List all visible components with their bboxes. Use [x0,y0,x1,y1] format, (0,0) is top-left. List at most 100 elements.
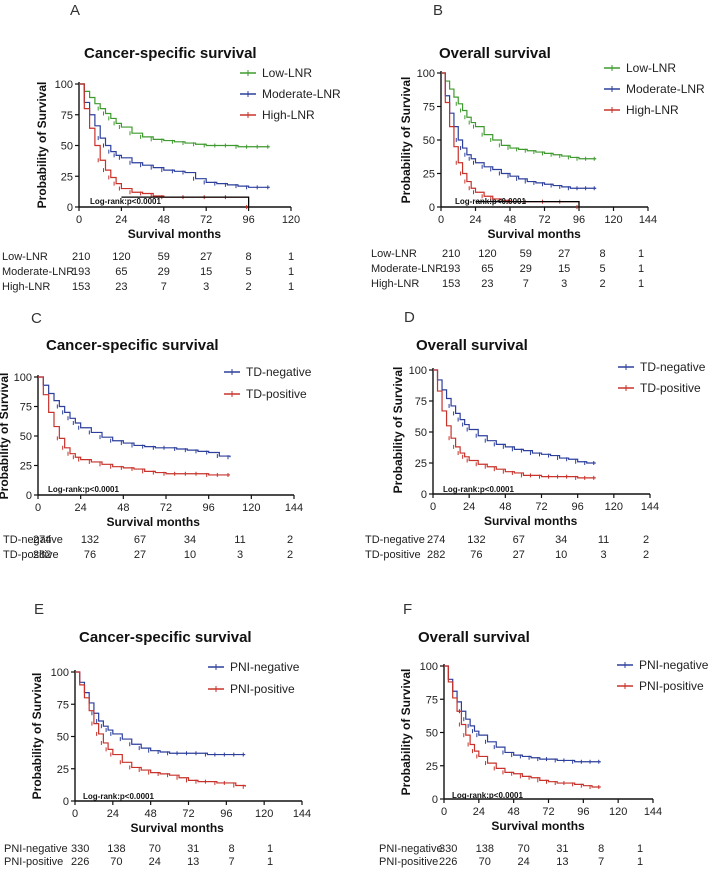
risk-row-label: PNI-negative [4,843,68,855]
risk-value: 70 [479,856,491,868]
logrank-annotation: Log-rank:p<0.0001 [443,485,514,494]
curve-moderate-lnr [79,83,270,188]
legend-label: High-LNR [262,108,315,122]
x-tick-label: 144 [285,502,303,514]
y-tick-label: 0 [421,489,427,501]
y-axis-label: Probability of Survival [399,77,413,204]
risk-value: 34 [555,534,567,546]
risk-value: 24 [517,856,529,868]
risk-value: 76 [84,549,96,561]
risk-value: 8 [598,843,604,855]
risk-value: 11 [234,534,245,546]
risk-row-label: PNI-positive [4,856,63,868]
risk-value: 8 [246,251,252,263]
y-axis-label: Probability of Survival [0,373,11,500]
risk-value: 1 [637,856,643,868]
risk-value: 330 [439,843,457,855]
y-tick-label: 75 [61,110,73,122]
risk-row-label: Moderate-LNR [2,266,74,278]
curve-td-positive [433,369,596,479]
legend-label: Moderate-LNR [626,82,705,96]
y-tick-label: 100 [420,661,438,673]
x-tick-label: 24 [75,502,87,514]
x-tick-label: 72 [542,806,554,818]
risk-value: 210 [442,248,460,260]
risk-value: 1 [288,251,294,263]
panel-letter: A [70,2,80,19]
curve-moderate-lnr [441,72,597,189]
x-tick-label: 48 [504,214,516,226]
legend-label: TD-negative [246,365,312,379]
curve-pni-negative [75,671,246,756]
x-tick-label: 120 [605,501,623,513]
y-tick-label: 25 [20,461,32,473]
risk-row-label: Moderate-LNR [371,263,443,275]
risk-value: 59 [158,251,170,263]
risk-value: 2 [600,278,606,290]
x-tick-label: 120 [255,808,273,820]
y-tick-label: 50 [426,728,438,740]
legend-label: PNI-positive [230,682,295,696]
risk-value: 27 [134,549,146,561]
x-axis-label: Survival months [107,515,201,529]
x-tick-label: 120 [609,806,627,818]
risk-value: 193 [442,263,460,275]
x-tick-label: 0 [35,502,41,514]
panel-letter: D [404,309,415,326]
y-tick-label: 0 [67,202,73,214]
risk-value: 1 [267,843,273,855]
risk-value: 2 [287,534,293,546]
risk-value: 8 [600,248,606,260]
risk-value: 13 [556,856,568,868]
risk-value: 3 [561,278,567,290]
x-tick-label: 120 [282,214,300,226]
chart-title: Overall survival [439,45,551,62]
risk-row-label: TD-positive [3,549,59,561]
risk-value: 330 [71,843,89,855]
panel-letter: F [403,601,412,618]
x-tick-label: 0 [438,214,444,226]
risk-value: 138 [107,843,125,855]
x-tick-label: 72 [535,501,547,513]
risk-value: 1 [638,263,644,275]
risk-value: 226 [71,856,89,868]
risk-value: 5 [246,266,252,278]
legend-label: Low-LNR [626,61,676,75]
risk-value: 282 [427,549,445,561]
risk-value: 10 [555,549,567,561]
y-tick-label: 100 [51,667,69,679]
x-tick-label: 0 [72,808,78,820]
risk-value: 2 [246,281,252,293]
risk-value: 65 [481,263,493,275]
risk-value: 31 [556,843,568,855]
risk-row-label: Low-LNR [2,251,48,263]
risk-value: 23 [115,281,127,293]
logrank-annotation: Log-rank:p<0.0001 [455,197,526,206]
risk-value: 132 [467,534,485,546]
legend-label: TD-positive [640,381,701,395]
y-tick-label: 50 [415,427,427,439]
curve-low-lnr [441,72,597,160]
panel-e: E Cancer-specific survival 0 25 50 75 100 0 24 48… [4,601,311,868]
x-tick-label: 72 [538,214,550,226]
x-tick-label: 96 [572,501,584,513]
risk-value: 274 [427,534,445,546]
risk-value: 193 [72,266,90,278]
x-tick-label: 48 [158,214,170,226]
x-tick-label: 144 [644,806,662,818]
risk-value: 27 [558,248,570,260]
y-tick-label: 50 [423,135,435,147]
risk-value: 3 [237,549,243,561]
risk-value: 153 [72,281,90,293]
risk-value: 226 [439,856,457,868]
legend-label: High-LNR [626,103,679,117]
risk-value: 7 [161,281,167,293]
risk-row-label: PNI-positive [379,856,438,868]
risk-value: 7 [229,856,235,868]
y-tick-label: 0 [63,796,69,808]
x-tick-label: 24 [463,501,475,513]
risk-value: 132 [81,534,99,546]
risk-value: 7 [523,278,529,290]
